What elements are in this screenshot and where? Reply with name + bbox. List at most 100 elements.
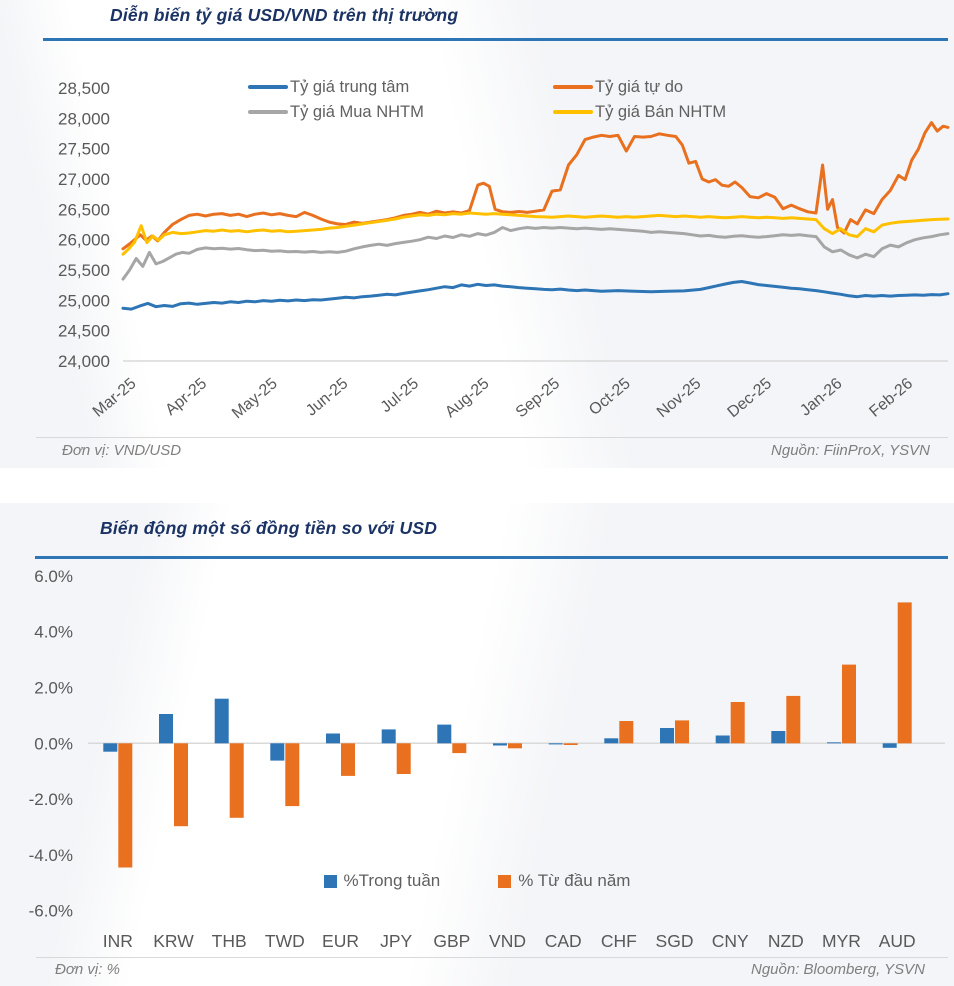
y-tick-label: -4.0%: [29, 846, 73, 865]
x-tick-label: Oct-25: [586, 375, 634, 419]
source-note: Nguồn: FiinProX, YSVN: [771, 442, 930, 459]
bar-AUD-week: [882, 743, 897, 748]
x-category-label: EUR: [322, 931, 359, 951]
x-tick-label: Mar-25: [90, 375, 140, 421]
bar-INR-week: [103, 743, 118, 752]
series-line-Tỷ giá tự do: [121, 121, 950, 251]
x-tick-label: Jul-25: [378, 375, 422, 416]
bar-GBP-week: [437, 724, 452, 744]
legend-label: %Trong tuần: [343, 871, 441, 890]
bar-CAD-week: [548, 743, 563, 745]
source-note: Nguồn: Bloomberg, YSVN: [751, 961, 925, 978]
bar-TWD-ytd: [285, 743, 300, 807]
bar-JPY-ytd: [396, 743, 411, 774]
unit-note: Đơn vị: VND/USD: [62, 442, 182, 459]
bar-THB-week: [214, 698, 229, 744]
x-tick-label: Dec-25: [725, 375, 776, 421]
y-tick-label: 25,000: [58, 291, 110, 310]
x-category-label: JPY: [380, 931, 412, 951]
y-tick-label: 25,500: [58, 261, 110, 280]
legend-label: Tỷ giá tự do: [595, 77, 684, 96]
y-tick-label: 26,000: [58, 231, 110, 250]
x-tick-label: May-25: [229, 375, 281, 422]
bar-chart-legend: %Trong tuần % Từ đầu năm: [0, 871, 954, 891]
x-tick-label: Jun-25: [303, 375, 351, 420]
legend-item: Tỷ giá tự do: [553, 76, 726, 98]
bar-CHF-week: [604, 738, 619, 744]
y-tick-label: 28,500: [58, 79, 110, 98]
bar-MYR-week: [827, 742, 841, 744]
bar-NZD-ytd: [786, 695, 801, 744]
x-tick-label: Apr-25: [162, 375, 210, 419]
footnote-divider: [36, 957, 948, 958]
bar-NZD-week: [771, 731, 786, 744]
y-tick-label: 28,000: [58, 109, 110, 128]
x-tick-label: Nov-25: [654, 375, 705, 421]
x-category-label: THB: [212, 931, 247, 951]
x-category-label: CHF: [601, 931, 637, 951]
legend-item: %Trong tuần: [323, 871, 441, 891]
y-tick-label: 6.0%: [34, 567, 73, 586]
currency-bar-chart: 6.0% 4.0% 2.0% 0.0% -2.0% -4.0% -6.0% INR KRW THB…: [29, 567, 945, 951]
series-line-Tỷ giá Bán NHTM: [121, 211, 950, 256]
legend-label: Tỷ giá Mua NHTM: [290, 102, 424, 121]
x-category-label: AUD: [879, 931, 916, 951]
legend-swatch-square: [498, 874, 512, 888]
bar-chart-title: Biến động một số đồng tiền so với USD: [100, 518, 438, 538]
legend-swatch-line: [248, 84, 288, 90]
legend-item: Tỷ giá Mua NHTM: [248, 101, 553, 123]
x-category-label: GBP: [433, 931, 470, 951]
x-category-label: TWD: [265, 931, 305, 951]
x-tick-label: Feb-26: [866, 375, 916, 421]
legend-label: Tỷ giá Bán NHTM: [595, 102, 727, 121]
bar-CNY-ytd: [730, 702, 745, 744]
bar-EUR-week: [326, 733, 340, 744]
bar-EUR-ytd: [341, 743, 355, 776]
x-category-label: INR: [103, 931, 133, 951]
title-underline: [35, 556, 948, 559]
legend-item: Tỷ giá trung tâm: [248, 76, 553, 98]
bar-CNY-week: [715, 735, 730, 744]
usdvnd-line-chart: 28,500 28,000 27,500 27,000 26,500 26,000 25,5…: [58, 79, 950, 422]
y-tick-label: 24,000: [58, 352, 110, 371]
bar-INR-ytd: [118, 743, 133, 868]
legend-item: % Từ đầu năm: [498, 871, 630, 891]
x-tick-label: Jan-26: [797, 375, 845, 420]
y-tick-label: 0.0%: [34, 734, 73, 753]
bar-CHF-ytd: [619, 721, 634, 744]
y-tick-label: -6.0%: [29, 902, 73, 921]
x-category-label: NZD: [768, 931, 804, 951]
x-tick-label: Sep-25: [513, 375, 564, 421]
bar-KRW-week: [159, 714, 173, 744]
legend-swatch-line: [248, 109, 288, 115]
line-chart-legend: Tỷ giá trung tâm Tỷ giá tự do Tỷ giá Mua…: [248, 76, 726, 123]
title-underline: [43, 38, 948, 41]
footnote-divider: [36, 437, 948, 438]
bar-VND-ytd: [508, 743, 522, 749]
bar-THB-ytd: [229, 743, 244, 818]
x-category-label: CNY: [712, 931, 749, 951]
series-line-Tỷ giá Mua NHTM: [121, 226, 950, 281]
bar-GBP-ytd: [452, 743, 467, 754]
bar-TWD-week: [270, 743, 285, 761]
y-tick-label: 27,000: [58, 170, 110, 189]
currency-bar-chart-panel: Biến động một số đồng tiền so với USD: [0, 503, 954, 986]
x-category-label: MYR: [822, 931, 861, 951]
bar-VND-week: [493, 743, 507, 746]
y-tick-label: 2.0%: [34, 679, 73, 698]
x-category-label: KRW: [153, 931, 194, 951]
y-tick-label: 4.0%: [34, 623, 73, 642]
y-tick-label: 26,500: [58, 200, 110, 219]
x-category-label: SGD: [656, 931, 694, 951]
series-line-Tỷ giá trung tâm: [121, 280, 950, 311]
y-tick-label: 27,500: [58, 140, 110, 159]
legend-label: Tỷ giá trung tâm: [290, 77, 410, 96]
legend-swatch-line: [553, 109, 593, 115]
y-tick-label: -2.0%: [29, 790, 73, 809]
legend-label: % Từ đầu năm: [518, 871, 631, 890]
y-tick-label: 24,500: [58, 322, 110, 341]
legend-swatch-square: [323, 874, 337, 888]
x-category-label: CAD: [545, 931, 582, 951]
bar-CAD-ytd: [563, 743, 578, 745]
